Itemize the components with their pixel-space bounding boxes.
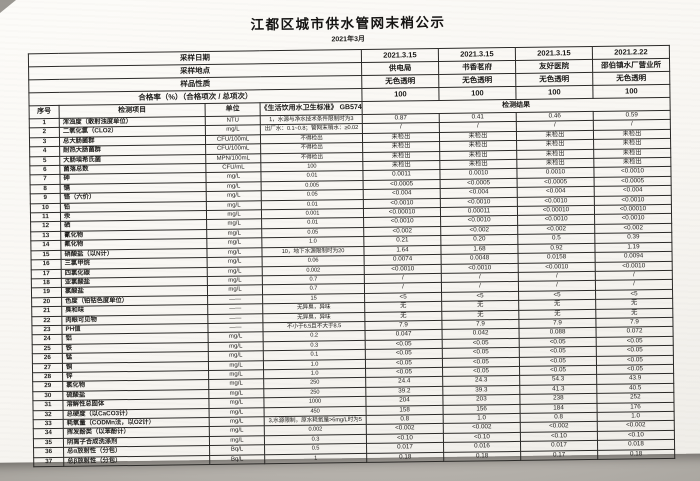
meta-value: 2021.3.15 <box>515 46 593 61</box>
meta-value: 无色透明 <box>361 74 439 89</box>
result-value: 0.18 <box>366 452 444 463</box>
row-number: 3 <box>29 137 60 148</box>
meta-value: 无色透明 <box>592 71 670 86</box>
meta-value: 友好医院 <box>515 59 593 74</box>
row-number: 27 <box>32 362 63 373</box>
row-number: 23 <box>31 325 63 336</box>
col-header-standard: 《生活饮用水卫生标准》 GB5749 <box>260 101 363 116</box>
row-number: 2 <box>29 127 60 138</box>
document-paper: 江都区城市供水管网末梢公示 2021年3月 采样日期 2021.3.15 2021.… <box>0 0 700 468</box>
row-number: 4 <box>29 146 60 157</box>
row-number: 37 <box>33 457 64 467</box>
row-number: 21 <box>31 306 62 317</box>
row-number: 19 <box>31 287 62 298</box>
row-number: 36 <box>33 447 64 458</box>
meta-value: 2021.2.22 <box>592 45 670 60</box>
row-number: 35 <box>33 438 64 449</box>
row-number: 17 <box>31 268 62 279</box>
row-number: 6 <box>29 165 60 176</box>
result-value: 0.17 <box>520 450 598 461</box>
result-value: 0.18 <box>443 451 521 462</box>
row-number: 30 <box>32 391 63 401</box>
row-number: 12 <box>30 221 61 232</box>
row-number: 9 <box>30 193 61 204</box>
col-header-no: 序号 <box>29 105 60 119</box>
row-number: 33 <box>33 419 64 430</box>
row-number: 5 <box>29 156 60 166</box>
result-value: 0.18 <box>597 449 675 460</box>
data-rows: 1 浑浊度（散射浊度单位） NTU 1，水源与净水技术条件限制时为3 0.87 0.41 0… <box>29 110 675 467</box>
row-number: 26 <box>32 353 63 364</box>
row-number: 31 <box>32 400 64 411</box>
meta-value: 2021.3.15 <box>438 47 516 62</box>
row-number: 11 <box>30 212 61 223</box>
row-number: 1 <box>29 118 60 129</box>
meta-value: 供电局 <box>361 61 439 76</box>
meta-value: 100 <box>592 84 671 99</box>
col-header-unit: 单位 <box>205 102 261 117</box>
row-number: 10 <box>30 203 61 213</box>
row-number: 25 <box>32 344 63 354</box>
row-number: 15 <box>30 250 62 260</box>
row-number: 24 <box>32 334 63 345</box>
meta-value: 100 <box>361 87 440 102</box>
row-number: 16 <box>31 259 62 270</box>
row-number: 22 <box>31 315 62 326</box>
meta-value: 无色透明 <box>438 73 516 88</box>
row-number: 18 <box>31 278 62 289</box>
item-standard: 1 <box>264 453 367 464</box>
meta-value: 100 <box>438 86 517 101</box>
row-number: 29 <box>32 381 63 392</box>
meta-value: 100 <box>515 85 594 100</box>
row-number: 28 <box>32 372 63 383</box>
meta-rows: 采样日期 2021.3.15 2021.3.15 2021.3.15 2021.2.22… <box>28 45 671 106</box>
meta-value: 邵伯镇水厂营业所 <box>592 58 670 73</box>
row-number: 20 <box>31 297 62 307</box>
meta-value: 书香茗府 <box>438 60 516 75</box>
row-number: 7 <box>29 174 61 185</box>
meta-value: 2021.3.15 <box>361 48 439 63</box>
row-number: 34 <box>33 428 64 439</box>
item-unit: Bq/L <box>209 454 265 465</box>
meta-value: 无色透明 <box>515 72 593 87</box>
row-number: 32 <box>33 409 64 420</box>
document-content: 江都区城市供水管网末梢公示 2021年3月 采样日期 2021.3.15 2021.… <box>27 15 676 468</box>
row-number: 8 <box>30 184 61 195</box>
row-number: 14 <box>30 240 61 251</box>
item-name: 总β放射性（分包） <box>63 455 210 467</box>
row-number: 13 <box>30 231 61 242</box>
water-quality-table: 采样日期 2021.3.15 2021.3.15 2021.3.15 2021.2.22… <box>27 44 676 468</box>
